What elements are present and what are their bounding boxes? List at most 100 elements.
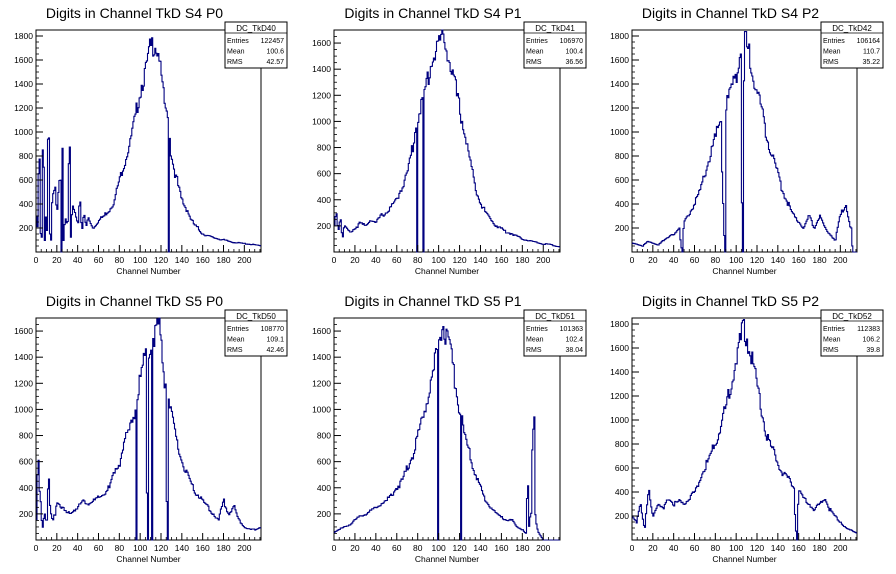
x-tick-label: 180	[216, 255, 230, 265]
x-tick-label: 180	[812, 543, 826, 553]
x-tick-label: 120	[750, 543, 764, 553]
y-tick-label: 200	[615, 223, 629, 233]
stats-key: Entries	[227, 38, 249, 45]
x-tick-label: 0	[630, 543, 635, 553]
stats-name: DC_TkD41	[535, 24, 575, 33]
y-tick-label: 800	[317, 143, 331, 153]
panel-title: Digits in Channel TkD S5 P1	[344, 293, 521, 309]
x-tick-label: 0	[630, 255, 635, 265]
stats-key: Entries	[823, 326, 845, 333]
x-tick-label: 160	[792, 255, 806, 265]
y-tick-label: 400	[615, 487, 629, 497]
stats-box: DC_TkD51 Entries 101363 Mean 102.4 RMS 38.04	[523, 309, 587, 357]
x-tick-label: 60	[94, 543, 104, 553]
y-tick-label: 1600	[14, 326, 33, 336]
histogram-panel-1: Digits in Channel TkD S4 P12004006008001…	[312, 5, 587, 276]
x-tick-label: 140	[473, 543, 487, 553]
x-tick-label: 200	[833, 255, 847, 265]
y-tick-label: 400	[19, 199, 33, 209]
stats-key: Mean	[823, 337, 841, 344]
y-tick-label: 1200	[610, 103, 629, 113]
x-tick-label: 80	[115, 543, 125, 553]
stats-key: RMS	[526, 59, 542, 66]
y-tick-label: 1800	[610, 319, 629, 329]
y-tick-label: 800	[615, 439, 629, 449]
y-tick-label: 1000	[14, 127, 33, 137]
stats-value: 122457	[261, 38, 284, 45]
y-tick-label: 1600	[610, 55, 629, 65]
x-axis-label: Channel Number	[116, 554, 180, 564]
plot-frame	[631, 29, 858, 253]
histogram-series	[36, 317, 261, 541]
x-tick-label: 60	[690, 543, 700, 553]
panel-title: Digits in Channel TkD S5 P2	[642, 293, 819, 309]
y-tick-label: 600	[317, 169, 331, 179]
y-tick-label: 400	[19, 483, 33, 493]
x-tick-label: 0	[34, 255, 39, 265]
histogram-series	[36, 37, 261, 253]
y-tick-label: 200	[615, 511, 629, 521]
stats-key: Mean	[227, 49, 245, 56]
panel-title: Digits in Channel TkD S4 P1	[344, 5, 521, 21]
stats-value: 106970	[560, 38, 583, 45]
plot-frame	[35, 29, 262, 253]
y-tick-label: 1800	[610, 31, 629, 41]
x-tick-label: 180	[515, 255, 529, 265]
stats-value: 38.04	[565, 347, 583, 354]
x-tick-label: 160	[196, 255, 210, 265]
y-tick-label: 1200	[14, 378, 33, 388]
x-tick-label: 20	[350, 255, 360, 265]
stats-value: 39.8	[866, 347, 880, 354]
y-tick-label: 800	[317, 431, 331, 441]
stats-box: DC_TkD42 Entries 106164 Mean 110.7 RMS 35.22	[820, 21, 884, 69]
y-tick-label: 200	[317, 221, 331, 231]
y-tick-label: 1000	[312, 404, 331, 414]
histogram-panel-3: Digits in Channel TkD S5 P02004006008001…	[14, 293, 288, 564]
y-tick-label: 1200	[312, 90, 331, 100]
y-tick-label: 1600	[312, 326, 331, 336]
x-tick-label: 20	[52, 543, 62, 553]
y-tick-label: 1400	[14, 79, 33, 89]
stats-key: Mean	[526, 49, 544, 56]
histogram-panel-2: Digits in Channel TkD S4 P22004006008001…	[610, 5, 884, 276]
plot-frame	[631, 317, 858, 541]
x-tick-label: 60	[392, 255, 402, 265]
histogram-series	[632, 31, 857, 253]
x-tick-label: 40	[371, 543, 381, 553]
x-axis-label: Channel Number	[712, 266, 776, 276]
y-tick-label: 600	[317, 457, 331, 467]
y-tick-label: 600	[19, 175, 33, 185]
stats-name: DC_TkD40	[236, 24, 276, 33]
histogram-series	[334, 325, 560, 541]
stats-key: RMS	[227, 59, 243, 66]
stats-name: DC_TkD51	[535, 312, 575, 321]
x-tick-label: 100	[432, 543, 446, 553]
x-tick-label: 0	[332, 255, 337, 265]
x-tick-label: 140	[771, 255, 785, 265]
stats-box: DC_TkD40 Entries 122457 Mean 100.6 RMS 42.57	[224, 21, 288, 69]
y-tick-label: 1400	[312, 64, 331, 74]
y-tick-label: 200	[19, 509, 33, 519]
y-tick-label: 1000	[312, 116, 331, 126]
x-tick-label: 20	[648, 255, 658, 265]
stats-value: 42.57	[266, 59, 284, 66]
x-axis-label: Channel Number	[415, 554, 479, 564]
x-tick-label: 160	[494, 255, 508, 265]
x-tick-label: 40	[669, 543, 679, 553]
x-tick-label: 200	[237, 255, 251, 265]
y-tick-label: 1200	[312, 378, 331, 388]
x-tick-label: 160	[196, 543, 210, 553]
x-tick-label: 140	[175, 543, 189, 553]
x-tick-label: 200	[536, 255, 550, 265]
stats-value: 109.1	[266, 337, 284, 344]
x-tick-label: 80	[115, 255, 125, 265]
stats-value: 112383	[857, 326, 880, 333]
y-tick-label: 1400	[610, 79, 629, 89]
stats-key: RMS	[823, 59, 839, 66]
x-tick-label: 100	[729, 543, 743, 553]
x-tick-label: 140	[473, 255, 487, 265]
x-tick-label: 100	[432, 255, 446, 265]
stats-key: Entries	[526, 38, 548, 45]
y-tick-label: 1600	[312, 38, 331, 48]
x-tick-label: 80	[413, 543, 423, 553]
